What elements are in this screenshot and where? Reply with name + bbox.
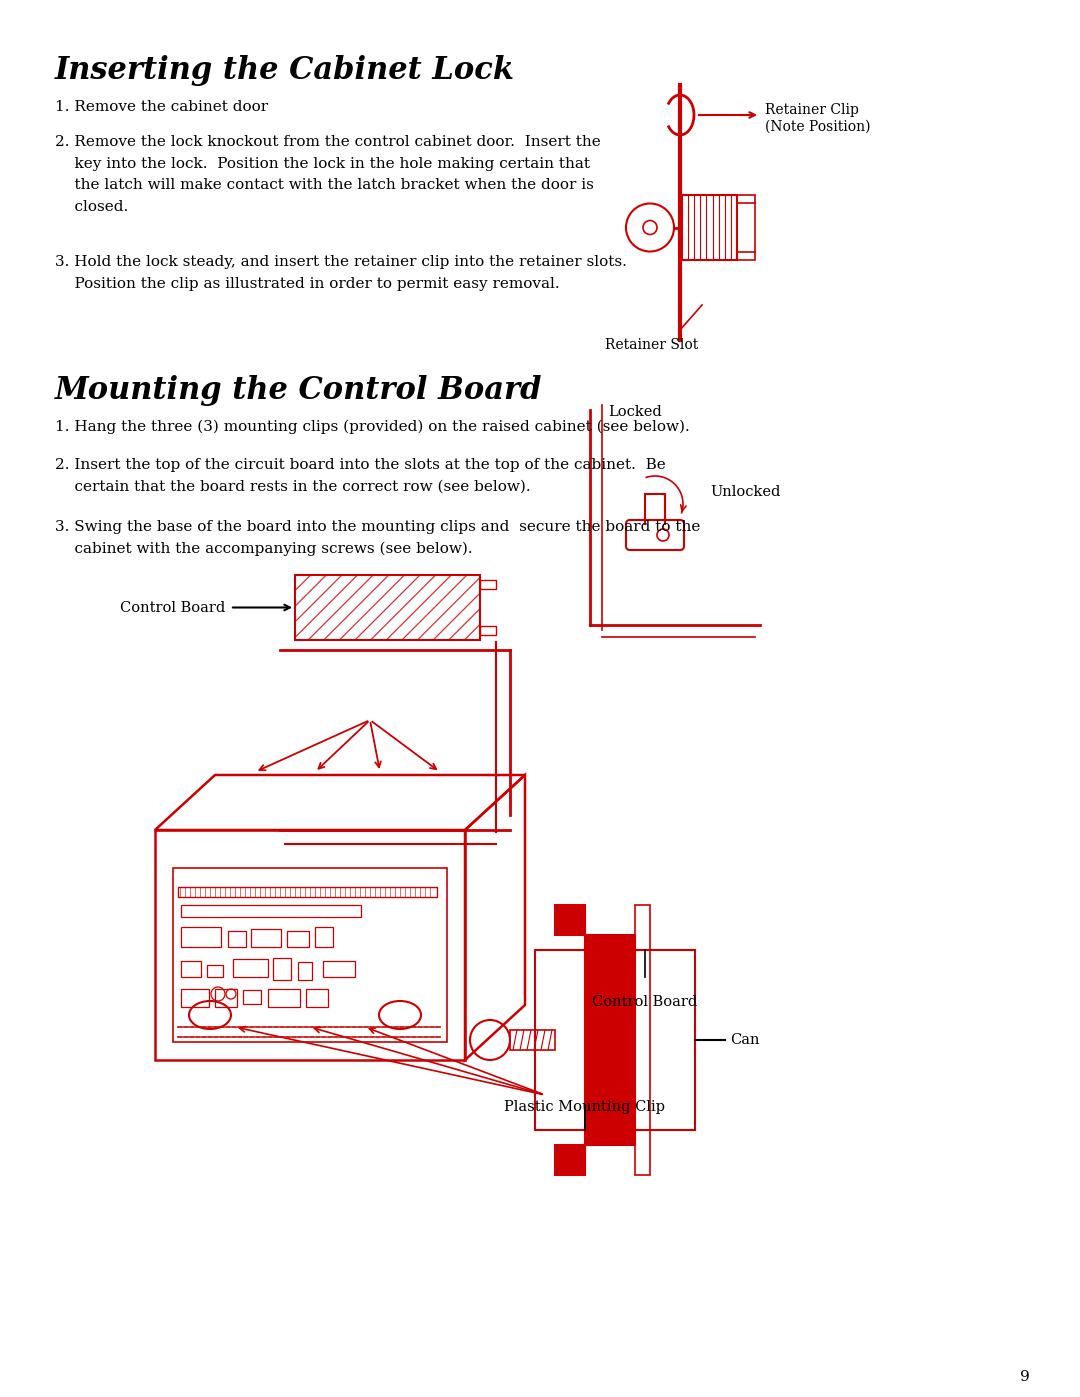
Bar	[173, 868, 447, 1042]
Text: 9: 9	[1021, 1370, 1030, 1384]
Bar	[737, 196, 755, 203]
Bar	[535, 950, 696, 1130]
Bar	[480, 626, 496, 636]
Bar	[181, 989, 210, 1007]
Bar	[178, 887, 437, 897]
Text: 2. Remove the lock knockout from the control cabinet door.  Insert the
    key i: 2. Remove the lock knockout from the con…	[55, 136, 600, 214]
Text: Control Board: Control Board	[120, 601, 226, 615]
Bar	[480, 580, 496, 590]
Text: 1. Remove the cabinet door: 1. Remove the cabinet door	[55, 101, 268, 115]
Text: 3. Swing the base of the board into the mounting clips and  secure the board to : 3. Swing the base of the board into the …	[55, 520, 700, 556]
Bar	[737, 251, 755, 260]
Text: Mounting the Control Board: Mounting the Control Board	[55, 374, 542, 407]
Bar	[298, 963, 312, 981]
Text: Retainer Slot: Retainer Slot	[605, 338, 699, 352]
Bar	[287, 930, 309, 947]
Bar	[306, 989, 328, 1007]
Bar	[681, 196, 737, 260]
Bar	[295, 576, 480, 640]
Bar	[233, 958, 268, 977]
Text: Control Board: Control Board	[592, 995, 698, 1009]
Bar	[635, 905, 650, 1175]
Text: 3. Hold the lock steady, and insert the retainer clip into the retainer slots.
 : 3. Hold the lock steady, and insert the …	[55, 256, 626, 291]
Bar	[268, 989, 300, 1007]
Bar	[207, 965, 222, 977]
Bar	[228, 930, 246, 947]
Text: Inserting the Cabinet Lock: Inserting the Cabinet Lock	[55, 54, 515, 87]
Text: Unlocked: Unlocked	[710, 485, 781, 499]
Text: Retainer Clip
(Note Position): Retainer Clip (Note Position)	[765, 103, 870, 133]
Bar	[323, 961, 355, 977]
Bar	[243, 990, 261, 1004]
Bar	[273, 958, 291, 981]
Polygon shape	[555, 905, 635, 1175]
Bar	[181, 961, 201, 977]
Bar	[510, 1030, 555, 1051]
Bar	[251, 929, 281, 947]
Text: 2. Insert the top of the circuit board into the slots at the top of the cabinet.: 2. Insert the top of the circuit board i…	[55, 458, 665, 493]
Text: Can: Can	[730, 1032, 759, 1046]
Text: Plastic Mounting Clip: Plastic Mounting Clip	[504, 1099, 665, 1113]
Text: Locked: Locked	[608, 405, 662, 419]
Text: 1. Hang the three (3) mounting clips (provided) on the raised cabinet (see below: 1. Hang the three (3) mounting clips (pr…	[55, 420, 690, 434]
Bar	[181, 928, 221, 947]
Bar	[181, 905, 361, 916]
Bar	[215, 989, 237, 1007]
Bar	[315, 928, 333, 947]
